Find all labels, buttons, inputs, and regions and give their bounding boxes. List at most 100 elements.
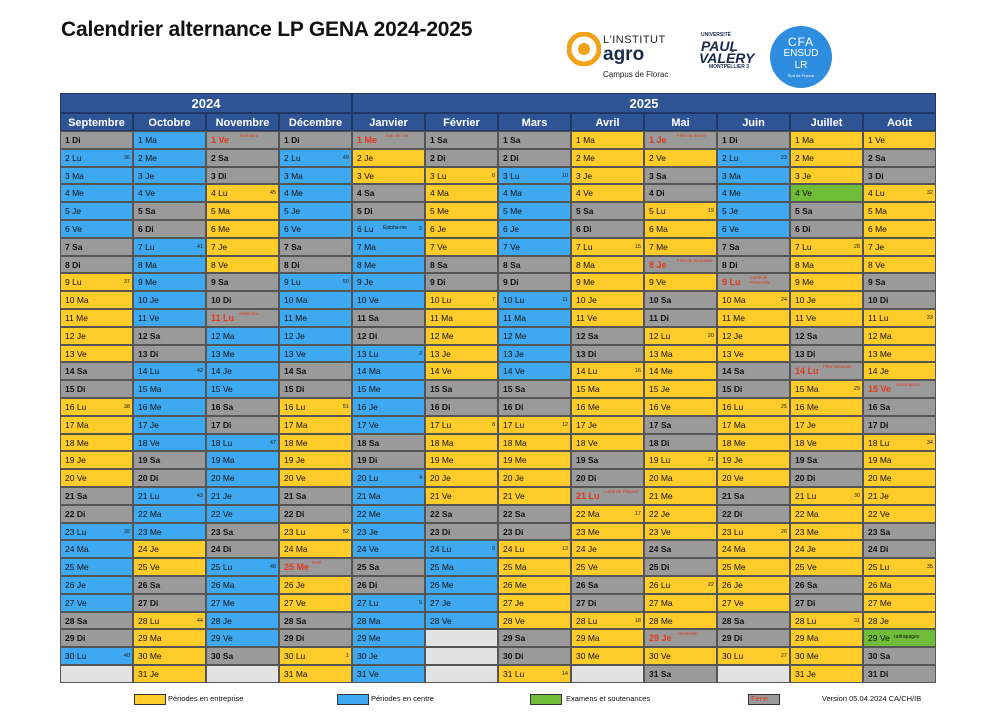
day-cell: 25 Sa: [352, 558, 425, 576]
day-label: 12 Ma: [211, 330, 235, 341]
upv-city: MONTPELLIER 3: [709, 64, 750, 70]
empty-day-cell: [425, 647, 498, 665]
day-label: 25 Sa: [357, 562, 380, 573]
week-number: 15: [634, 243, 641, 250]
day-label: 3 Je: [795, 170, 812, 181]
day-label: 30 Je: [357, 651, 378, 662]
day-label: 16 Me: [138, 402, 162, 412]
day-cell: 4 Sa: [352, 184, 425, 203]
day-label: 2 Lu: [284, 152, 301, 163]
day-label: 23 Je: [357, 526, 378, 537]
day-label: 28 Je: [211, 615, 232, 626]
day-cell: 30 Je: [352, 647, 425, 665]
day-cell: 9 Je: [352, 273, 425, 292]
day-label: 12 Di: [357, 330, 378, 341]
day-cell: 1 Ve Toussaint: [206, 131, 279, 149]
day-cell: 1 Ma: [133, 131, 206, 149]
day-cell: 17 Ma: [60, 415, 133, 434]
day-label: 5 Ma: [211, 206, 230, 217]
day-label: 1 Ve: [868, 135, 886, 145]
day-label: 26 Me: [430, 580, 454, 590]
day-label: 15 Me: [357, 384, 381, 395]
day-cell: 28 Sa: [279, 611, 352, 630]
day-cell: 20 Ve: [717, 469, 790, 487]
day-cell: 29 Ma: [571, 629, 644, 648]
day-cell: 27 Ve: [717, 593, 790, 612]
day-cell: 17 Ve: [352, 415, 425, 434]
day-cell: 15 Ve: [206, 380, 279, 398]
day-label: 31 Di: [868, 669, 889, 679]
day-cell: 13 Je: [425, 344, 498, 363]
day-cell: 21 Je: [863, 487, 936, 505]
day-label: 19 Lu: [649, 455, 671, 466]
day-cell: 4 Ma: [425, 184, 498, 203]
day-label: 31 Sa: [649, 669, 672, 679]
legend: Périodes en entreprise Périodes en centr…: [0, 690, 998, 710]
day-label: 14 Lu: [576, 366, 598, 377]
day-label: 14 Sa: [284, 366, 307, 377]
day-label: 1 Di: [284, 135, 300, 145]
day-label: 29 Ve: [868, 633, 890, 644]
day-label: 9 Sa: [211, 277, 229, 288]
day-label: 5 Me: [503, 206, 522, 217]
day-label: 3 Di: [211, 170, 227, 181]
day-cell: 7 Sa: [60, 237, 133, 256]
week-number: 12: [561, 421, 568, 428]
day-cell: 3 Di: [206, 166, 279, 185]
week-number: 32: [926, 190, 933, 197]
day-cell: 29 Ma: [133, 629, 206, 648]
day-cell: 23 Me: [571, 522, 644, 541]
day-label: 19 Je: [284, 455, 305, 466]
day-cell: 5 Ma: [863, 202, 936, 220]
day-cell: 12 Je: [60, 326, 133, 345]
day-cell: 17 Lu 8: [425, 415, 498, 434]
day-cell: 19 Je: [279, 451, 352, 470]
day-label: 31 Je: [138, 669, 159, 679]
month-header: Mai: [644, 113, 717, 131]
day-label: 19 Me: [430, 455, 454, 466]
institut-agro-top: L'INSTITUT: [603, 34, 666, 46]
day-cell: 25 Ve: [133, 558, 206, 576]
day-label: 1 Me: [357, 135, 378, 145]
day-label: 28 Ve: [503, 615, 525, 626]
day-label: 1 Sa: [430, 135, 448, 145]
day-cell: 5 Sa: [571, 202, 644, 220]
day-cell: 4 Me: [717, 184, 790, 203]
week-number: 3: [418, 350, 422, 357]
day-cell: 29 Ma: [790, 629, 863, 648]
day-label: 7 Lu: [576, 241, 593, 252]
week-number: 21: [707, 457, 714, 464]
day-label: 11 Me: [65, 313, 88, 323]
day-label: 30 Sa: [868, 651, 891, 662]
day-cell: 15 Ma: [571, 380, 644, 398]
day-cell: 24 Di: [863, 540, 936, 559]
day-cell: 12 Ma: [863, 326, 936, 345]
day-cell: 10 Ma: [60, 291, 133, 309]
day-label: 13 Di: [795, 348, 816, 359]
day-cell: 29 Sa: [498, 629, 571, 648]
day-cell: 12 Sa: [133, 326, 206, 345]
day-cell: 6 Ve: [279, 220, 352, 238]
week-number: 16: [634, 368, 641, 375]
day-cell: 18 Ve: [133, 433, 206, 452]
day-cell: 19 Me: [498, 451, 571, 470]
day-cell: 11 Ve: [790, 309, 863, 327]
day-cell: 2 Lu 23: [717, 148, 790, 167]
day-label: 29 Je: [649, 633, 672, 644]
day-label: 8 Ve: [868, 259, 886, 270]
day-label: 14 Sa: [65, 366, 88, 377]
day-cell: 6 Me: [206, 220, 279, 238]
day-cell: 12 Ma: [206, 326, 279, 345]
day-label: 3 Ma: [722, 170, 741, 181]
week-number: 30: [853, 493, 860, 499]
day-label: 22 Ma: [795, 508, 819, 519]
day-cell: 15 Je: [644, 380, 717, 398]
day-cell: 28 Ve: [425, 611, 498, 630]
day-label: 3 Ma: [284, 170, 303, 181]
day-cell: 12 Je: [717, 326, 790, 345]
day-label: 23 Lu: [65, 526, 87, 537]
month-header: Avril: [571, 113, 644, 131]
day-label: 13 Me: [211, 348, 235, 359]
day-cell: 22 Sa: [425, 504, 498, 523]
day-label: 24 Ve: [357, 544, 379, 555]
